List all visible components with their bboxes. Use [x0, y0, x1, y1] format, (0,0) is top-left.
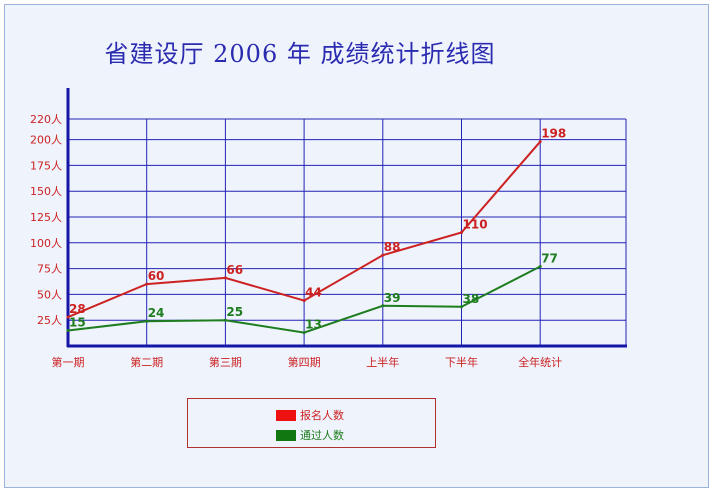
data-point [538, 140, 542, 144]
data-label: 60 [148, 269, 165, 283]
x-tick-label: 第四期 [288, 355, 321, 369]
data-point [381, 304, 385, 308]
data-label: 25 [226, 305, 243, 319]
legend-item-passed: 通过人数 [276, 427, 344, 443]
data-point [302, 299, 306, 303]
legend-label-passed: 通过人数 [300, 429, 344, 442]
data-point [145, 319, 149, 323]
x-tick-label: 第二期 [130, 355, 163, 369]
legend-swatch-signup [276, 409, 296, 421]
x-tick-label: 下半年 [445, 355, 478, 369]
x-tick-label: 第三期 [209, 355, 242, 369]
y-tick-label: 175人 [30, 159, 62, 172]
legend-label-signup: 报名人数 [300, 409, 344, 422]
data-point [381, 253, 385, 257]
data-label: 28 [69, 302, 86, 316]
x-tick-label: 第一期 [52, 355, 85, 369]
data-label: 198 [541, 127, 566, 141]
x-tick-label: 上半年 [366, 355, 399, 369]
data-point [302, 331, 306, 335]
data-label: 66 [226, 263, 243, 277]
chart-title: 省建设厅 2006 年 成绩统计折线图 [104, 40, 496, 68]
data-point [145, 282, 149, 286]
y-tick-label: 200人 [30, 134, 62, 147]
data-label: 88 [384, 240, 401, 254]
data-label: 110 [463, 217, 488, 231]
y-tick-label: 25人 [37, 314, 62, 327]
y-tick-label: 220人 [30, 113, 62, 126]
data-label: 39 [384, 291, 401, 305]
x-tick-label: 全年统计 [518, 355, 562, 369]
data-point [66, 329, 70, 333]
data-point [538, 265, 542, 269]
data-label: 13 [305, 318, 322, 332]
y-tick-label: 125人 [30, 211, 62, 224]
data-label: 24 [148, 306, 165, 320]
y-tick-label: 100人 [30, 237, 62, 250]
legend-swatch-passed [276, 429, 296, 441]
data-label: 38 [463, 292, 480, 306]
y-tick-label: 150人 [30, 185, 62, 198]
data-label: 77 [541, 252, 558, 266]
data-point [66, 315, 70, 319]
data-label: 15 [69, 316, 86, 330]
data-point [460, 230, 463, 234]
legend-item-signup: 报名人数 [276, 407, 344, 423]
data-point [460, 305, 463, 309]
data-point [223, 318, 227, 322]
legend: 报名人数 通过人数 [187, 398, 436, 448]
data-point [223, 276, 227, 280]
y-tick-label: 50人 [37, 288, 62, 301]
data-label: 44 [305, 286, 322, 300]
y-tick-label: 75人 [37, 263, 62, 276]
